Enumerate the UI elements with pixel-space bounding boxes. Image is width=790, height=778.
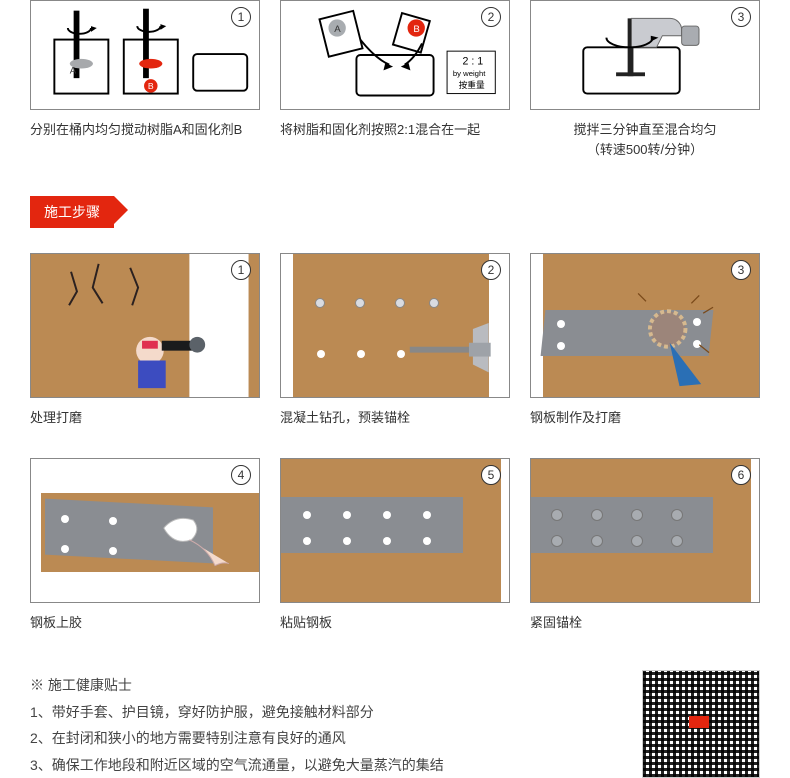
step-caption-6: 紧固锚栓 xyxy=(530,613,760,633)
step-cell-4: 4 钢板上胶 xyxy=(30,458,260,633)
step-cell-5: 5 粘贴钢板 xyxy=(280,458,510,633)
step-caption-2: 混凝土钻孔，预装锚栓 xyxy=(280,408,510,428)
step-figure-4: 4 xyxy=(30,458,260,603)
svg-text:A: A xyxy=(334,24,341,35)
step-figure-3: 3 xyxy=(530,253,760,398)
mix-cell-3: 3 搅拌三分钟直至混合均匀 （转速500转/分钟） xyxy=(530,0,760,159)
step-caption-4: 钢板上胶 xyxy=(30,613,260,633)
step-number: 6 xyxy=(731,465,751,485)
step-caption-5: 粘贴钢板 xyxy=(280,613,510,633)
svg-text:2 : 1: 2 : 1 xyxy=(463,56,484,68)
step-number: 1 xyxy=(231,7,251,27)
mix-caption-2: 将树脂和固化剂按照2:1混合在一起 xyxy=(280,120,510,140)
svg-text:A: A xyxy=(70,65,77,76)
step-figure-6: 6 xyxy=(530,458,760,603)
mix-figure-1: 1 A B xyxy=(30,0,260,110)
step-caption-1: 处理打磨 xyxy=(30,408,260,428)
qr-code-icon xyxy=(642,670,760,778)
mix-figure-2: 2 A B 2 : 1 by weight 按重量 xyxy=(280,0,510,110)
step-figure-2: 2 xyxy=(280,253,510,398)
step-cell-3: 3 钢板制作及打磨 xyxy=(530,253,760,428)
step-cell-1: 1 处理打磨 xyxy=(30,253,260,428)
step-number: 1 xyxy=(231,260,251,280)
mix-caption-1: 分别在桶内均匀搅动树脂A和固化剂B xyxy=(30,120,260,140)
step-number: 5 xyxy=(481,465,501,485)
section-heading: 施工步骤 xyxy=(30,196,114,228)
step-cell-6: 6 紧固锚栓 xyxy=(530,458,760,633)
step-number: 4 xyxy=(231,465,251,485)
mix-cell-2: 2 A B 2 : 1 by weight 按重量 将树脂和固化剂按照2:1混合… xyxy=(280,0,510,159)
svg-text:B: B xyxy=(413,24,419,35)
steps-row-a: 1 处理打磨 2 xyxy=(30,253,760,428)
steps-row-b: 4 钢板上胶 5 xyxy=(30,458,760,633)
step-number: 2 xyxy=(481,7,501,27)
step-caption-3: 钢板制作及打磨 xyxy=(530,408,760,428)
step-cell-2: 2 混凝土钻孔，预装锚栓 xyxy=(280,253,510,428)
step-number: 3 xyxy=(731,7,751,27)
mix-cell-1: 1 A B 分别在桶内均匀搅动树脂A和固化剂B xyxy=(30,0,260,159)
svg-text:by weight: by weight xyxy=(453,69,486,78)
svg-text:B: B xyxy=(148,81,154,91)
mix-row: 1 A B 分别在桶内均匀搅动树脂A和固化剂B xyxy=(30,0,760,159)
svg-text:按重量: 按重量 xyxy=(459,79,485,90)
mix-figure-3: 3 xyxy=(530,0,760,110)
mix-caption-3: 搅拌三分钟直至混合均匀 （转速500转/分钟） xyxy=(530,120,760,159)
step-number: 2 xyxy=(481,260,501,280)
step-figure-5: 5 xyxy=(280,458,510,603)
step-figure-1: 1 xyxy=(30,253,260,398)
step-number: 3 xyxy=(731,260,751,280)
